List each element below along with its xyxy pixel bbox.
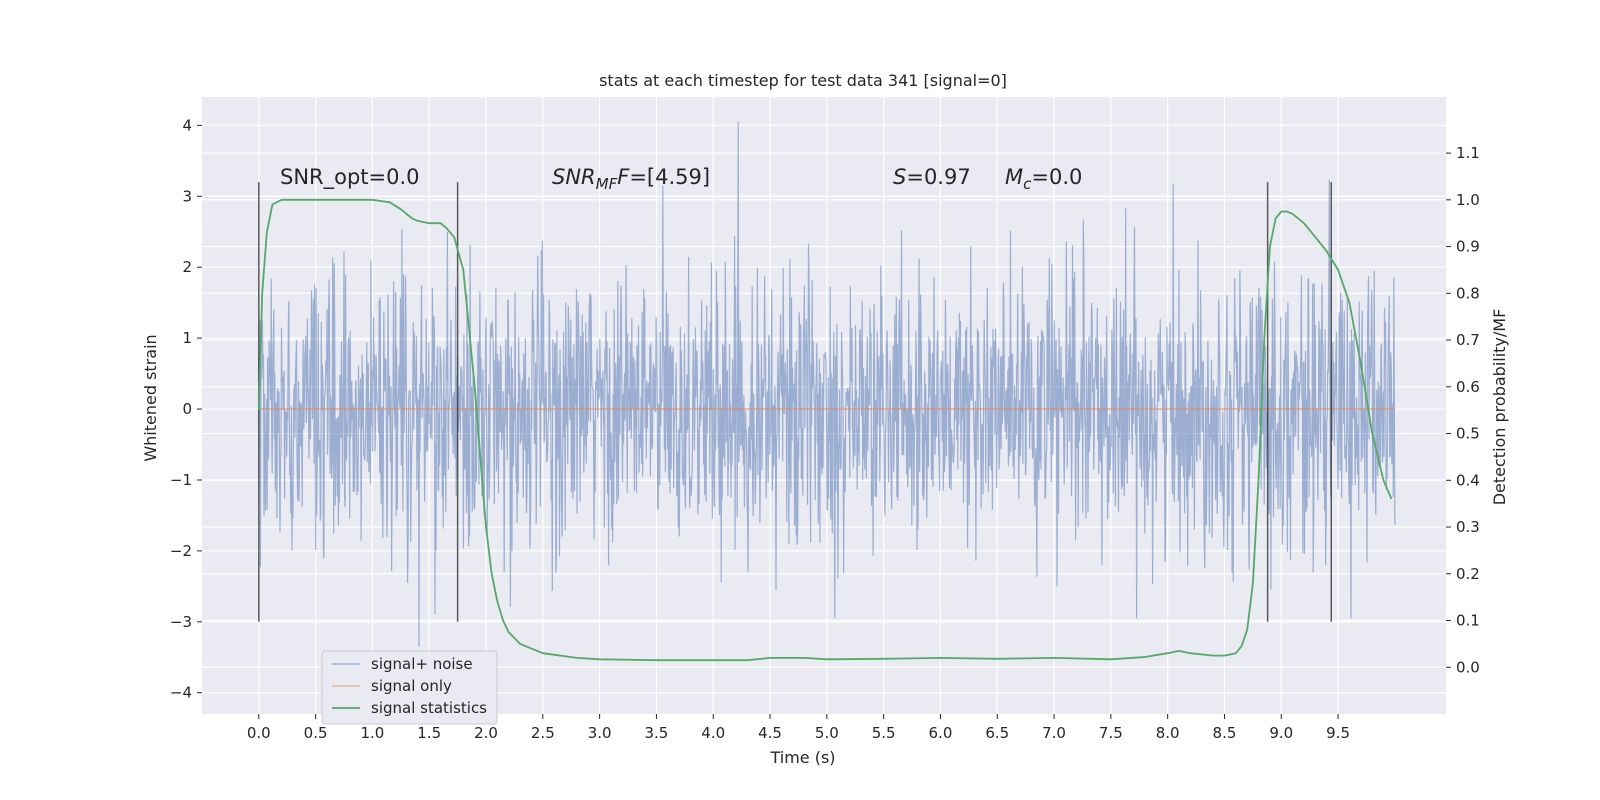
x-tick-label: 2.5 bbox=[531, 724, 555, 742]
legend-label-signal-noise: signal+ noise bbox=[371, 655, 473, 673]
x-tick-label: 0.5 bbox=[304, 724, 328, 742]
y-tick-label: −1 bbox=[170, 471, 192, 489]
x-tick-label: 6.5 bbox=[985, 724, 1009, 742]
y2-tick-label: 0.7 bbox=[1456, 331, 1480, 349]
x-tick-label: 7.0 bbox=[1042, 724, 1066, 742]
x-tick-label: 9.5 bbox=[1326, 724, 1350, 742]
x-tick-label: 9.0 bbox=[1269, 724, 1293, 742]
annotation-snr-mf: SNRMFF=[4.59] bbox=[552, 165, 710, 193]
y2-axis-label: Detection probability/MF bbox=[1490, 309, 1509, 506]
annotation-s: S=0.97 bbox=[893, 165, 971, 189]
y2-tick-label: 0.2 bbox=[1456, 565, 1480, 583]
signal-statistics-line bbox=[257, 198, 1393, 662]
x-tick-label: 4.5 bbox=[758, 724, 782, 742]
y2-tick-label: 0.3 bbox=[1456, 518, 1480, 536]
x-tick-label: 2.0 bbox=[474, 724, 498, 742]
x-tick-label: 5.0 bbox=[815, 724, 839, 742]
y2-tick-label: 1.0 bbox=[1456, 191, 1480, 209]
x-tick-label: 4.0 bbox=[701, 724, 725, 742]
x-axis-label: Time (s) bbox=[769, 748, 835, 767]
y-tick-label: −2 bbox=[170, 542, 192, 560]
x-tick-label: 0.0 bbox=[247, 724, 271, 742]
y2-tick-label: 0.5 bbox=[1456, 425, 1480, 443]
y2-tick-label: 0.9 bbox=[1456, 238, 1480, 256]
annotation-mc-main: M bbox=[1005, 165, 1023, 189]
y2-tick-label: 0.6 bbox=[1456, 378, 1480, 396]
x-axis-ticks: 0.0 0.5 1.0 1.5 2.0 2.5 3.0 3.5 4.0 4.5 5.0 5.5 6.0 6… bbox=[247, 714, 1350, 742]
annotation-snr-mf-value: =[4.59] bbox=[629, 165, 710, 189]
chart-title: stats at each timestep for test data 341… bbox=[599, 71, 1007, 90]
y2-tick-label: 0.0 bbox=[1456, 658, 1480, 676]
annotation-snr-mf-sub: MF bbox=[596, 175, 618, 193]
x-tick-label: 7.5 bbox=[1099, 724, 1123, 742]
legend-label-signal-only: signal only bbox=[371, 677, 452, 695]
y-tick-label: −4 bbox=[170, 684, 192, 702]
x-tick-label: 8.0 bbox=[1156, 724, 1180, 742]
x-tick-label: 1.5 bbox=[417, 724, 441, 742]
y-axis-ticks: −4 −3 −2 −1 0 1 2 3 4 bbox=[170, 116, 202, 702]
y-tick-label: 1 bbox=[182, 329, 192, 347]
legend: signal+ noise signal only signal statist… bbox=[321, 650, 498, 725]
annotation-snr-opt: SNR_opt=0.0 bbox=[280, 165, 420, 190]
legend-box bbox=[321, 650, 498, 725]
y-tick-label: 3 bbox=[182, 187, 192, 205]
legend-label-signal-statistics: signal statistics bbox=[371, 699, 487, 717]
annotation-snr-mf-main: SNR bbox=[552, 165, 596, 189]
x-tick-label: 5.5 bbox=[872, 724, 896, 742]
y2-tick-label: 0.4 bbox=[1456, 471, 1480, 489]
y2-tick-label: 0.1 bbox=[1456, 612, 1480, 630]
x-tick-label: 6.0 bbox=[929, 724, 953, 742]
y-tick-label: −3 bbox=[170, 613, 192, 631]
annotation-mc: Mc=0.0 bbox=[1005, 165, 1082, 193]
x-tick-label: 1.0 bbox=[360, 724, 384, 742]
grid-lines bbox=[202, 97, 1446, 714]
annotation-s-main: S bbox=[893, 165, 906, 189]
annotation-mc-sub: c bbox=[1023, 175, 1032, 193]
x-tick-label: 3.0 bbox=[588, 724, 612, 742]
y2-tick-label: 1.1 bbox=[1456, 144, 1480, 162]
annotation-mc-value: =0.0 bbox=[1031, 165, 1082, 189]
y-axis-label: Whitened strain bbox=[141, 334, 160, 461]
annotation-s-value: =0.97 bbox=[906, 165, 970, 189]
y-tick-label: 2 bbox=[182, 258, 192, 276]
series-signal-statistics bbox=[257, 198, 1393, 662]
y-tick-label: 0 bbox=[182, 400, 192, 418]
y2-tick-label: 0.8 bbox=[1456, 284, 1480, 302]
y-tick-label: 4 bbox=[182, 116, 192, 134]
x-tick-label: 8.5 bbox=[1213, 724, 1237, 742]
y2-axis-ticks: 0.0 0.1 0.2 0.3 0.4 0.5 0.6 0.7 0.8 0.9 1.0 1.1 bbox=[1446, 144, 1480, 676]
x-tick-label: 3.5 bbox=[644, 724, 668, 742]
